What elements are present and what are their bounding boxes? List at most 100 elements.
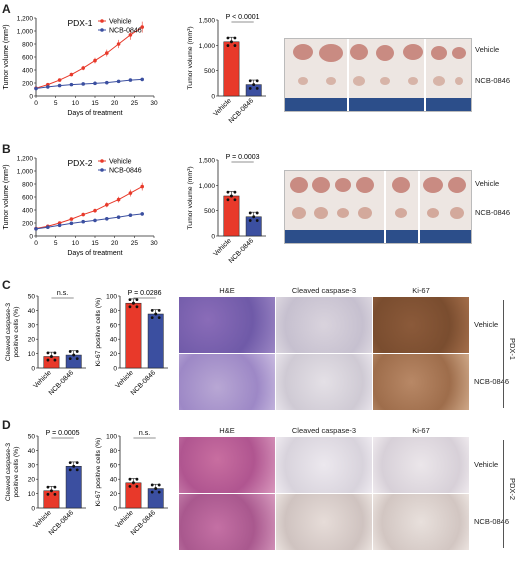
x-axis-title: Days of treatment (67, 110, 122, 117)
data-dot (226, 36, 230, 40)
data-dot (157, 490, 161, 494)
data-point (93, 218, 97, 223)
series-line (35, 213, 143, 230)
series-line (35, 26, 143, 89)
x-tick-label: NCB-0846 (228, 97, 256, 124)
growth-chart-pdx2: 0 200 400 600 800 1,000 1,200 0 5 10 15 20 25 30 Days … (3, 156, 158, 258)
bar (125, 482, 142, 509)
hist-col-ki67-c: Ki-67 (412, 286, 430, 295)
bar (43, 356, 60, 369)
y-tick-label: 20 (28, 337, 36, 344)
tumor-photo-pdx2 (284, 170, 472, 244)
y-tick-label: 20 (28, 477, 36, 484)
data-dot (150, 483, 154, 487)
y-tick-label: 50 (28, 294, 36, 301)
hist-side-label-d: PDX-2 (508, 478, 517, 501)
y-tick-label: 80 (110, 308, 118, 315)
data-point (140, 212, 144, 216)
x-tick-label: 25 (131, 240, 139, 247)
y-tick-label: 800 (22, 42, 33, 49)
photo-label-ncb-a: NCB-0846 (475, 76, 511, 85)
data-dot (135, 485, 139, 488)
x-tick-label: 15 (91, 100, 99, 107)
data-dot (72, 464, 76, 468)
bar (43, 490, 60, 509)
legend-swatch-dot (100, 159, 104, 163)
panel-letter-c: C (2, 278, 11, 292)
hist-c-he-ncb (179, 354, 275, 410)
data-dot (46, 351, 50, 355)
bar (65, 354, 82, 369)
panel-letter-d: D (2, 418, 11, 432)
hist-row-vehicle-d: Vehicle (474, 460, 499, 469)
y-tick-label: 60 (110, 322, 118, 329)
y-tick-label: 40 (28, 448, 36, 455)
chart-title: PDX-1 (67, 18, 92, 28)
hist-c-casp-vehicle (276, 297, 372, 353)
data-dot (150, 316, 154, 319)
y-axis-title-line2: positive cells (%) (13, 447, 20, 498)
x-tick-label: NCB-0846 (228, 237, 256, 264)
significance-label: P = 0.0286 (128, 290, 162, 297)
data-dot (226, 44, 230, 47)
data-point (105, 80, 109, 85)
data-dot (226, 198, 230, 202)
y-axis-title: Tumor volume (mm³) (187, 166, 194, 229)
hist-d-he-ncb (179, 494, 275, 550)
y-tick-label: 500 (204, 208, 215, 215)
y-tick-label: 30 (28, 462, 36, 469)
data-point (69, 72, 74, 77)
bar (223, 41, 240, 97)
y-tick-label: 50 (28, 434, 36, 441)
y-axis-title: Tumor volume (mm³) (3, 164, 10, 229)
y-tick-label: 30 (28, 322, 36, 329)
y-tick-label: 20 (110, 491, 118, 498)
significance-label: n.s. (139, 430, 150, 437)
data-point (81, 66, 85, 70)
x-tick-label: Vehicle (114, 509, 135, 530)
hist-col-ki67-d: Ki-67 (412, 426, 430, 435)
hist-d-casp-ncb (276, 494, 372, 550)
hist-c-ki67-vehicle (373, 297, 469, 353)
data-dot (53, 358, 57, 362)
y-axis-title: Ki-67 positive cells (%) (95, 438, 102, 507)
data-dot (53, 492, 57, 496)
data-dot (233, 36, 237, 40)
x-tick-label: 20 (111, 100, 119, 107)
data-point (128, 191, 133, 195)
hist-col-he-d: H&E (219, 426, 235, 435)
y-tick-label: 0 (31, 506, 35, 513)
y-tick-label: 0 (211, 234, 215, 241)
data-point (69, 221, 74, 226)
y-tick-label: 10 (28, 491, 36, 498)
data-dot (255, 79, 259, 83)
hist-d-ki67-ncb (373, 494, 469, 550)
hist-side-label-c: PDX-1 (508, 338, 517, 361)
data-dot (233, 44, 237, 47)
chart-title: PDX-2 (67, 158, 92, 168)
legend-swatch-dot (100, 168, 104, 172)
data-point (69, 82, 74, 87)
data-dot (248, 219, 252, 222)
y-tick-label: 400 (22, 68, 33, 75)
hist-divider-d (503, 440, 504, 548)
y-tick-label: 1,500 (199, 158, 216, 165)
data-point (116, 197, 121, 202)
data-dot (255, 211, 259, 215)
y-tick-label: 0 (113, 366, 117, 373)
hist-c-casp-ncb (276, 354, 372, 410)
data-point (57, 78, 62, 82)
hist-row-ncb-c: NCB-0846 (474, 377, 510, 386)
y-tick-label: 1,200 (17, 16, 34, 23)
bar-chart-pdx1-caspase: 0 10 20 30 40 50 Cleaved caspase-3 positive cel… (5, 290, 86, 397)
data-dot (72, 353, 76, 357)
data-point (105, 216, 109, 221)
data-point (128, 78, 133, 82)
y-tick-label: 1,000 (199, 43, 216, 50)
x-tick-label: Vehicle (212, 237, 233, 258)
x-tick-label: 30 (150, 240, 158, 247)
data-dot (128, 305, 132, 309)
data-dot (157, 309, 161, 312)
data-point (93, 81, 97, 86)
legend-swatch-dot (100, 19, 104, 23)
